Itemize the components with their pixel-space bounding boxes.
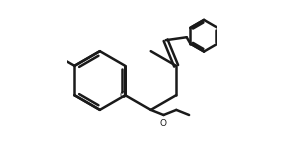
Text: O: O [119, 92, 126, 100]
Text: O: O [160, 119, 167, 128]
